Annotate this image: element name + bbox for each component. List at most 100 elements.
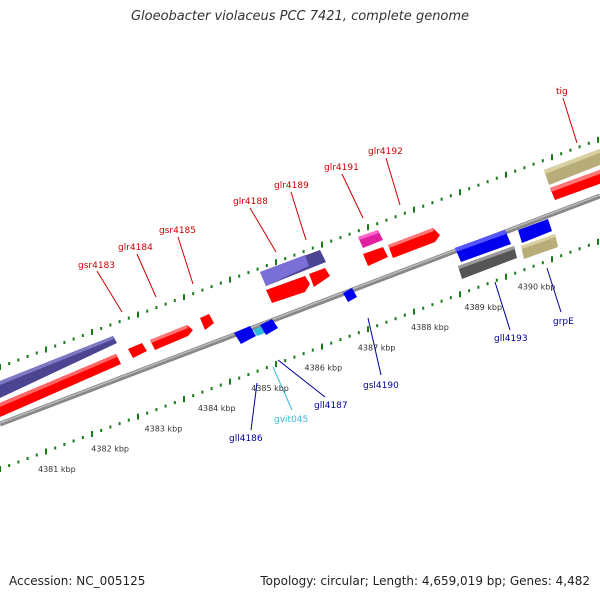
- ruler-forward-tick: [219, 281, 222, 285]
- ruler-forward-tick: [578, 145, 581, 149]
- ruler-forward-tick: [311, 246, 314, 250]
- gene-label-gsr4185[interactable]: gsr4185: [159, 226, 196, 236]
- ruler-forward-tick: [394, 215, 397, 219]
- gene-label-gll4193[interactable]: gll4193: [494, 334, 528, 344]
- ruler-reverse-tick: [265, 366, 268, 370]
- gene-gll4193-shape[interactable]: [455, 230, 511, 262]
- scale-labels: 4381 kbp 4382 kbp 4383 kbp 4384 kbp 4385 kbp…: [38, 283, 555, 474]
- ruler-reverse-tick: [63, 443, 66, 446]
- gene-label-glr4189[interactable]: glr4189: [274, 181, 309, 191]
- ruler-forward-tick: [348, 232, 351, 236]
- gene-glr4192-shape[interactable]: [388, 228, 440, 258]
- ruler-reverse-tick: [569, 250, 572, 254]
- scale-label: 4383 kbp: [145, 425, 183, 434]
- gene-glr4189-shape[interactable]: [309, 268, 330, 287]
- ruler-forward-tick: [587, 141, 590, 145]
- ruler-forward-tick: [440, 197, 443, 201]
- ruler-forward-tick: [486, 180, 489, 184]
- feature-grpE-tan[interactable]: [521, 234, 558, 259]
- feature-grpE-tan-shade: [521, 234, 556, 249]
- accession-label: Accession: NC_005125: [9, 574, 146, 588]
- gene-label-gll4186[interactable]: gll4186: [229, 434, 263, 444]
- gene-label-gll4187[interactable]: gll4187: [314, 401, 348, 411]
- ruler-track-forward: [0, 136, 599, 370]
- gene-label-gsl4190[interactable]: gsl4190: [363, 381, 399, 391]
- gene-glr4191-shape[interactable]: [358, 230, 383, 248]
- feature-gll4193-grey-shade: [458, 246, 515, 269]
- gene-label-glr4191[interactable]: glr4191: [324, 163, 359, 173]
- ruler-forward-tick: [385, 218, 388, 222]
- ruler-forward-tick: [495, 176, 498, 180]
- feature-glr4188-purple-light: [260, 255, 309, 286]
- gene-glr4188-shape[interactable]: [266, 276, 310, 303]
- gene-gsr4185-shape[interactable]: [200, 314, 214, 330]
- ruler-forward-tick: [339, 236, 342, 240]
- ruler-reverse-tick: [192, 394, 195, 398]
- ruler-forward-tick: [532, 162, 535, 166]
- feature-forward-purple-left[interactable]: [0, 336, 117, 398]
- ruler-forward-tick: [541, 159, 544, 163]
- ruler-forward-tick: [330, 239, 333, 243]
- ruler-reverse-tick: [477, 285, 480, 289]
- ruler-forward-tick: [109, 323, 112, 327]
- gene-label-glr4184[interactable]: glr4184: [118, 243, 153, 253]
- ruler-reverse-tick: [587, 243, 590, 247]
- ruler-reverse-tick: [578, 247, 581, 251]
- gene-gsl4190-shape[interactable]: [343, 288, 357, 302]
- gene-label-gvit045[interactable]: gvit045: [274, 415, 308, 425]
- ruler-reverse-tick: [367, 326, 369, 333]
- map-title: Gloeobacter violaceus PCC 7421, complete…: [130, 9, 470, 24]
- ruler-reverse-tick: [348, 334, 351, 338]
- gene-gsr4183-shape[interactable]: [128, 343, 147, 358]
- ruler-forward-tick: [560, 152, 563, 156]
- ruler-reverse-tick: [385, 320, 388, 324]
- ruler-forward-tick: [210, 285, 213, 289]
- ruler-forward-tick: [137, 311, 139, 318]
- ruler-forward-tick: [238, 274, 241, 278]
- gene-label-glr4188[interactable]: glr4188: [233, 197, 268, 207]
- ruler-forward-tick: [8, 362, 11, 365]
- gene-label-glr4192[interactable]: glr4192: [368, 147, 403, 157]
- gene-label-tig[interactable]: tig: [556, 87, 568, 97]
- scale-label: 4390 kbp: [518, 283, 556, 292]
- ruler-reverse-tick: [330, 341, 333, 345]
- gene-label-gsr4183[interactable]: gsr4183: [78, 261, 115, 271]
- scale-label: 4386 kbp: [305, 364, 343, 373]
- ruler-reverse-tick: [100, 429, 103, 432]
- ruler-forward-tick: [229, 276, 231, 283]
- ruler-reverse-tick: [339, 338, 342, 342]
- gene-grpE-blue[interactable]: [518, 219, 552, 243]
- gene-gvit045-shape[interactable]: [253, 326, 265, 336]
- ruler-reverse-tick: [284, 359, 287, 363]
- scale-label: 4382 kbp: [91, 445, 129, 454]
- ruler-reverse-tick: [256, 369, 259, 373]
- ruler-reverse-tick: [514, 271, 517, 275]
- genome-backbone: [0, 193, 600, 427]
- scale-label: 4389 kbp: [464, 303, 502, 312]
- ruler-reverse-tick: [403, 313, 406, 317]
- ruler-reverse-tick: [560, 254, 563, 258]
- ruler-forward-tick: [459, 189, 461, 196]
- gene-glr4192-small[interactable]: [363, 247, 388, 266]
- feature-gll4193-grey[interactable]: [458, 246, 517, 279]
- scale-label: 4387 kbp: [358, 344, 396, 353]
- gene-gll4186-shape[interactable]: [234, 326, 256, 344]
- ruler-forward-tick: [173, 299, 176, 303]
- ruler-reverse-tick: [376, 324, 379, 328]
- ruler-forward-tick: [201, 288, 204, 292]
- ruler-forward-tick: [91, 329, 93, 335]
- ruler-reverse-tick: [431, 303, 434, 307]
- gene-forward-red-left[interactable]: [0, 354, 121, 417]
- ruler-reverse-tick: [81, 436, 84, 439]
- ruler-reverse-tick: [91, 431, 93, 437]
- ruler-forward-tick: [367, 224, 369, 231]
- ruler-forward-tick: [321, 241, 323, 248]
- gene-glr4184-shape[interactable]: [150, 325, 193, 350]
- ruler-forward-tick: [54, 344, 57, 348]
- gene-label-grpE[interactable]: grpE: [553, 317, 574, 327]
- ruler-forward-tick: [183, 294, 185, 301]
- gene-gll4187-shape[interactable]: [260, 319, 278, 335]
- callout-lines: [96, 97, 578, 431]
- ruler-forward-tick: [0, 364, 1, 370]
